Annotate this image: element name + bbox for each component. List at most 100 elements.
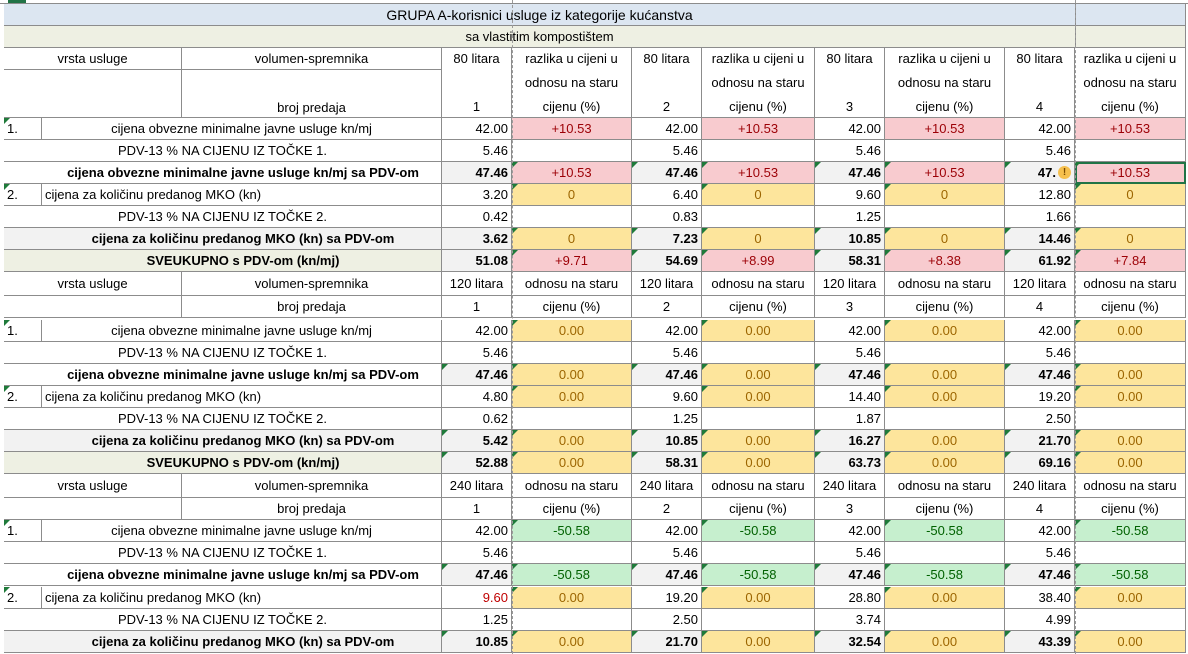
value-cell[interactable]: 0.62 xyxy=(442,408,512,430)
value-cell[interactable]: 47.46 xyxy=(632,564,702,586)
diff-cell[interactable]: 0.00 xyxy=(1075,430,1186,452)
value-cell[interactable]: 42.00 xyxy=(442,118,512,140)
value-cell[interactable]: 9.60 xyxy=(442,587,512,609)
header-diff-sub-1[interactable]: cijenu (%) xyxy=(512,296,632,318)
value-cell[interactable]: 61.92 xyxy=(1005,250,1075,272)
value-cell[interactable]: 1.87 xyxy=(815,408,885,430)
header-diff-sub-1[interactable]: cijenu (%) xyxy=(512,498,632,520)
header-volume-2[interactable]: 240 litara xyxy=(632,474,702,498)
header-diff-sub-2[interactable]: cijenu (%) xyxy=(702,498,815,520)
value-cell[interactable]: 2.50 xyxy=(1005,408,1075,430)
diff-cell[interactable] xyxy=(512,408,632,430)
value-cell[interactable]: 1.25 xyxy=(632,408,702,430)
diff-cell[interactable]: 0 xyxy=(885,184,1005,206)
diff-cell[interactable] xyxy=(702,609,815,631)
diff-cell[interactable] xyxy=(1075,408,1186,430)
diff-cell[interactable]: 0.00 xyxy=(885,631,1005,653)
value-cell[interactable]: 32.54 xyxy=(815,631,885,653)
diff-cell[interactable]: +10.53 xyxy=(512,162,632,184)
value-cell[interactable]: 14.40 xyxy=(815,386,885,408)
title-extension-cell[interactable] xyxy=(1076,4,1186,26)
value-cell[interactable]: 28.80 xyxy=(815,587,885,609)
diff-cell[interactable] xyxy=(512,342,632,364)
value-cell[interactable]: 42.00 xyxy=(1005,520,1075,542)
header-diff-col-4[interactable]: razlika u cijeni u odnosu na staru cijenu … xyxy=(1075,48,1186,118)
header-volume-4[interactable]: 120 litara xyxy=(1005,272,1075,296)
header-volumen-spremnika[interactable]: volumen-spremnika xyxy=(182,48,442,70)
value-cell[interactable]: 3.20 xyxy=(442,184,512,206)
value-cell[interactable]: 58.31 xyxy=(632,452,702,474)
header-empty-cell[interactable] xyxy=(4,70,182,118)
diff-cell[interactable] xyxy=(1075,140,1186,162)
diff-cell[interactable]: 0.00 xyxy=(512,386,632,408)
row-label-pdv2[interactable]: PDV-13 % NA CIJENU IZ TOČKE 2. xyxy=(4,408,442,430)
value-cell[interactable]: 0.83 xyxy=(632,206,702,228)
header-diff-sub-3[interactable]: cijenu (%) xyxy=(885,296,1005,318)
diff-cell[interactable]: 0.00 xyxy=(512,631,632,653)
value-cell[interactable]: 10.85 xyxy=(632,430,702,452)
header-empty-cell[interactable] xyxy=(4,498,182,520)
value-cell[interactable]: 43.39 xyxy=(1005,631,1075,653)
value-cell[interactable]: 5.46 xyxy=(632,342,702,364)
diff-cell[interactable] xyxy=(885,206,1005,228)
row-label-cijena_kol[interactable]: cijena za količinu predanog MKO (kn) xyxy=(42,587,442,609)
value-cell[interactable]: 38.40 xyxy=(1005,587,1075,609)
value-cell[interactable]: 42.00 xyxy=(442,520,512,542)
value-cell[interactable]: 2.50 xyxy=(632,609,702,631)
value-cell[interactable]: 4.99 xyxy=(1005,609,1075,631)
value-cell[interactable]: 63.73 xyxy=(815,452,885,474)
diff-cell[interactable] xyxy=(885,609,1005,631)
value-cell[interactable]: 5.46 xyxy=(632,542,702,564)
diff-cell[interactable] xyxy=(512,140,632,162)
diff-cell[interactable]: 0.00 xyxy=(885,452,1005,474)
value-cell[interactable]: 5.42 xyxy=(442,430,512,452)
header-broj-predaja[interactable]: broj predaja xyxy=(182,296,442,318)
value-cell[interactable]: 3.62 xyxy=(442,228,512,250)
diff-cell[interactable]: -50.58 xyxy=(885,520,1005,542)
diff-cell[interactable] xyxy=(885,140,1005,162)
header-diff-col-3[interactable]: razlika u cijeni u odnosu na staru cijenu … xyxy=(885,48,1005,118)
diff-cell[interactable]: -50.58 xyxy=(1075,564,1186,586)
diff-cell[interactable] xyxy=(885,408,1005,430)
row-label-cijena_kol_pdv[interactable]: cijena za količinu predanog MKO (kn) sa … xyxy=(4,430,442,452)
header-diff-3[interactable]: odnosu na staru xyxy=(885,272,1005,296)
diff-cell[interactable]: 0.00 xyxy=(702,430,815,452)
value-cell[interactable]: 19.20 xyxy=(1005,386,1075,408)
value-cell[interactable]: 12.80 xyxy=(1005,184,1075,206)
row-label-pdv2[interactable]: PDV-13 % NA CIJENU IZ TOČKE 2. xyxy=(4,609,442,631)
header-diff-sub-4[interactable]: cijenu (%) xyxy=(1075,498,1186,520)
value-cell[interactable]: 47.46 xyxy=(442,364,512,386)
diff-cell[interactable] xyxy=(702,542,815,564)
value-cell[interactable]: 47.46 xyxy=(632,162,702,184)
header-volume-col-1[interactable]: 80 litara 1 xyxy=(442,48,512,118)
diff-cell[interactable] xyxy=(1075,542,1186,564)
value-cell[interactable]: 21.70 xyxy=(632,631,702,653)
value-cell[interactable]: 47.46 xyxy=(442,564,512,586)
value-cell[interactable]: 47.46 xyxy=(815,364,885,386)
diff-cell[interactable]: +8.38 xyxy=(885,250,1005,272)
diff-cell[interactable]: -50.58 xyxy=(512,564,632,586)
row-label-sveukupno[interactable]: SVEUKUPNO s PDV-om (kn/mj) xyxy=(4,250,442,272)
row-label-pdv1[interactable]: PDV-13 % NA CIJENU IZ TOČKE 1. xyxy=(4,542,442,564)
row-label-cijena_kol_pdv[interactable]: cijena za količinu predanog MKO (kn) sa … xyxy=(4,228,442,250)
row-label-cijena_obv_pdv[interactable]: cijena obvezne minimalne javne usluge kn… xyxy=(4,564,442,586)
value-cell[interactable]: 69.16 xyxy=(1005,452,1075,474)
value-cell[interactable]: 47.46 xyxy=(632,364,702,386)
value-cell[interactable]: 7.23 xyxy=(632,228,702,250)
value-cell[interactable]: 58.31 xyxy=(815,250,885,272)
header-volume-3[interactable]: 120 litara xyxy=(815,272,885,296)
diff-cell[interactable]: 0.00 xyxy=(885,364,1005,386)
header-count-1[interactable]: 1 xyxy=(442,498,512,520)
value-cell[interactable]: 5.46 xyxy=(815,342,885,364)
diff-cell[interactable]: +7.84 xyxy=(1075,250,1186,272)
value-cell[interactable]: 42.00 xyxy=(1005,320,1075,342)
diff-cell[interactable]: 0 xyxy=(512,184,632,206)
row-number[interactable]: 1. xyxy=(4,320,42,342)
header-vrsta-usluge[interactable]: vrsta usluge xyxy=(4,272,182,296)
row-label-cijena_kol_pdv[interactable]: cijena za količinu predanog MKO (kn) sa … xyxy=(4,631,442,653)
table-title[interactable]: GRUPA A-korisnici usluge iz kategorije k… xyxy=(4,4,1076,26)
diff-cell[interactable] xyxy=(512,206,632,228)
diff-cell[interactable]: 0 xyxy=(702,184,815,206)
row-label-cijena_obv[interactable]: cijena obvezne minimalne javne usluge kn… xyxy=(42,320,442,342)
value-cell[interactable]: 54.69 xyxy=(632,250,702,272)
